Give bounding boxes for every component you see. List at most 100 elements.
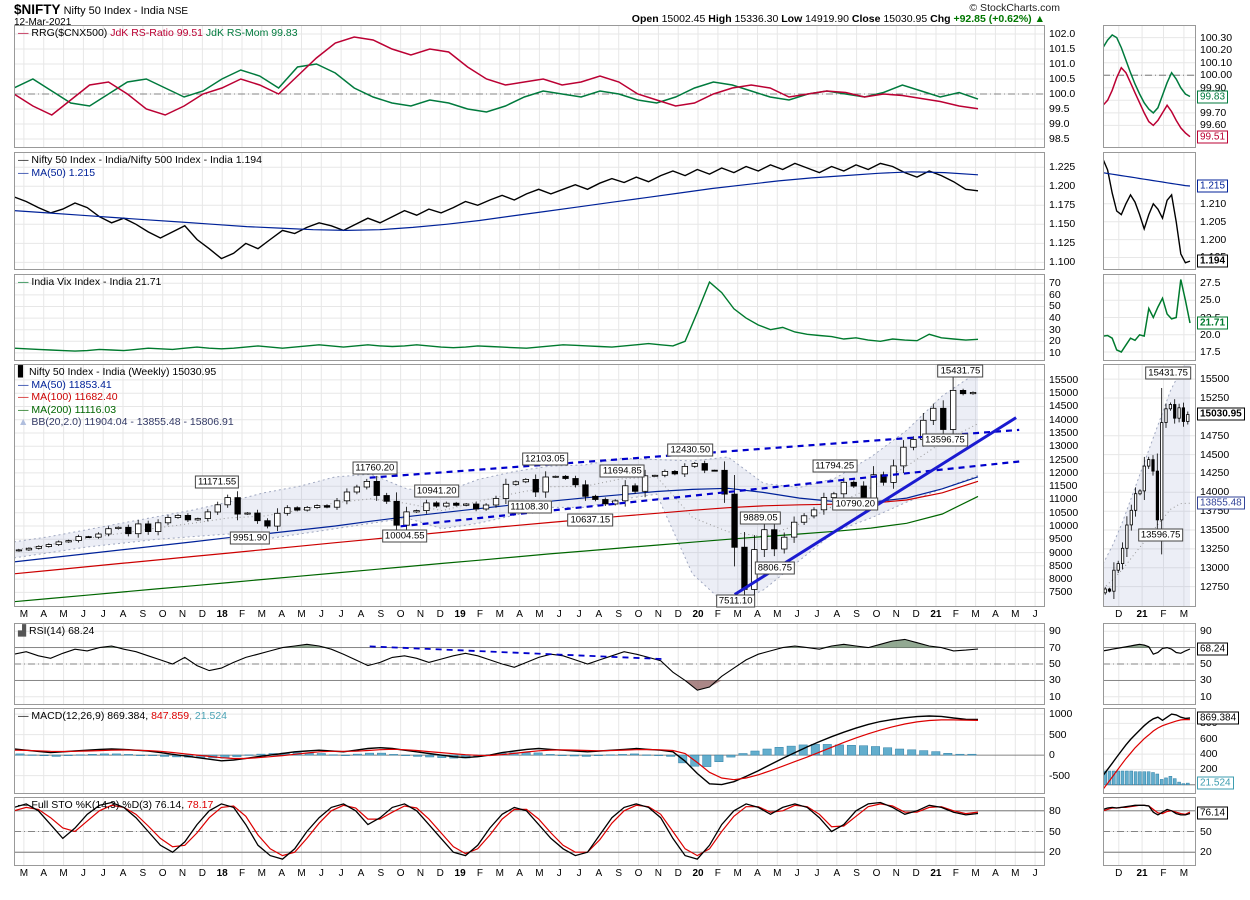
- x-axis-label: M: [495, 868, 504, 879]
- value-bubble: 1.194: [1197, 254, 1229, 268]
- x-axis-label: J: [80, 868, 86, 879]
- y-axis-label: 10: [1049, 690, 1061, 703]
- y-axis-label: 99.60: [1200, 119, 1227, 132]
- quote-value: 14919.90: [805, 13, 852, 25]
- x-axis-label: N: [892, 609, 900, 620]
- x-axis-label: M: [297, 868, 306, 879]
- x-axis-label: A: [278, 609, 285, 620]
- y-axis-label: 101.5: [1049, 43, 1076, 55]
- y-axis-label: -500: [1049, 769, 1071, 782]
- ratio-mini-plot: [1103, 152, 1196, 270]
- legend-text: MA(100) 11682.40: [31, 391, 118, 403]
- price-mini-plot: [1103, 364, 1196, 607]
- y-axis-label: 80: [1049, 804, 1061, 817]
- x-axis-label: F: [1160, 609, 1167, 620]
- x-axis-label: F: [476, 868, 483, 879]
- x-axis-label: J: [318, 609, 324, 620]
- x-axis-label: O: [634, 868, 643, 879]
- chart-title: $NIFTY Nifty 50 Index - India NSE: [14, 2, 188, 17]
- x-axis-label: 19: [454, 868, 466, 879]
- y-axis-label: 101.0: [1049, 58, 1076, 70]
- y-axis-label: 30: [1049, 674, 1061, 687]
- x-axis-label: S: [139, 609, 147, 620]
- x-axis-label: M: [257, 868, 266, 879]
- x-axis-label: J: [814, 609, 820, 620]
- y-axis-label: 10500: [1049, 506, 1079, 519]
- legend-text: MA(50) 1.215: [31, 166, 96, 179]
- y-axis-label: 99.90: [1200, 81, 1227, 94]
- price-annotation: 11794.25: [812, 459, 858, 473]
- legend-text: —: [18, 799, 32, 811]
- legend-text: 78.17: [187, 799, 214, 811]
- quote-value: +92.85 (+0.62%) ▲: [953, 13, 1045, 25]
- price-annotation: 11694.85: [599, 464, 645, 478]
- x-axis-label: D: [436, 609, 444, 620]
- x-axis-label: 20: [692, 609, 704, 620]
- x-axis-label: D: [674, 609, 682, 620]
- value-bubble: 15030.95: [1197, 407, 1245, 421]
- y-axis-label: 12750: [1200, 580, 1230, 593]
- legend-text: MA(200) 11116.03: [31, 403, 117, 416]
- x-axis-label: N: [416, 868, 425, 879]
- x-axis-label: O: [872, 868, 881, 879]
- legend-text: ,: [189, 710, 195, 722]
- x-axis-label: O: [634, 609, 643, 620]
- y-axis-label: 99.0: [1049, 118, 1070, 130]
- x-axis-label: J: [576, 609, 582, 620]
- x-axis-label: A: [357, 609, 365, 620]
- x-axis-label: F: [714, 868, 721, 879]
- panel-price-mini: [1103, 364, 1196, 607]
- panel-rsi: [14, 623, 1045, 705]
- series-ma50: [14, 171, 979, 232]
- legend-macd: — MACD(12,26,9) 869.384, 847.859, 21.524: [18, 710, 227, 723]
- x-axis-label: A: [119, 868, 127, 879]
- x-axis-label: A: [357, 868, 365, 879]
- quote-value: 15030.95: [883, 13, 931, 25]
- rrg-mini-plot: [1103, 25, 1196, 148]
- trendline: [369, 428, 1020, 479]
- value-bubble: 1.215: [1197, 179, 1229, 193]
- x-axis-label: J: [556, 868, 562, 879]
- series-jdk-rs-mom: [1103, 34, 1191, 114]
- x-axis-label: A: [754, 609, 761, 620]
- legend-text: RSI(14) 68.24: [29, 625, 95, 637]
- legend-text: JdK RS-Mom 99.83: [205, 27, 298, 39]
- symbol: $NIFTY: [14, 2, 61, 17]
- x-axis-label: J: [556, 609, 562, 620]
- legend-text: ▲: [18, 416, 32, 428]
- series-sto-k: [14, 801, 979, 860]
- legend-ratio: — Nifty 50 Index - India/Nifty 500 Index…: [18, 154, 262, 179]
- y-axis-label: 20: [1049, 335, 1061, 348]
- panel-sto: [14, 797, 1045, 866]
- x-axis-label: A: [516, 868, 523, 879]
- x-axis-label: D: [1115, 609, 1123, 620]
- price-annotation: 12103.05: [522, 452, 568, 466]
- copyright: © StockCharts.com: [969, 2, 1060, 14]
- x-axis-label: A: [119, 609, 127, 620]
- quote-label: High: [708, 13, 735, 25]
- x-axis-label: J: [100, 868, 106, 879]
- x-axis-label: M: [535, 868, 544, 879]
- x-axis-label: O: [158, 868, 167, 879]
- x-axis-label: D: [674, 868, 682, 879]
- x-axis-label: F: [714, 609, 721, 620]
- series-ma200: [14, 495, 979, 603]
- y-axis-label: 12000: [1049, 466, 1079, 479]
- panel-rrg: [14, 25, 1045, 148]
- panel-rrg-mini: [1103, 25, 1196, 148]
- y-axis-label: 100.00: [1200, 69, 1233, 82]
- y-axis-label: 1.200: [1049, 180, 1076, 193]
- x-axis-label: N: [654, 609, 662, 620]
- x-axis-label: M: [733, 609, 742, 620]
- y-axis-label: 50: [1200, 825, 1212, 838]
- series-jdk-rs-ratio: [14, 36, 979, 116]
- y-axis-label: 1.175: [1049, 199, 1076, 212]
- price-annotation: 13596.75: [922, 433, 968, 447]
- x-axis-label: M: [535, 609, 544, 620]
- y-axis-label: 14500: [1049, 400, 1079, 413]
- series-ratio: [1103, 158, 1191, 264]
- series-sto-k: [1103, 804, 1191, 816]
- macd-mini-plot: [1103, 708, 1196, 794]
- x-axis-label: M: [1011, 609, 1020, 620]
